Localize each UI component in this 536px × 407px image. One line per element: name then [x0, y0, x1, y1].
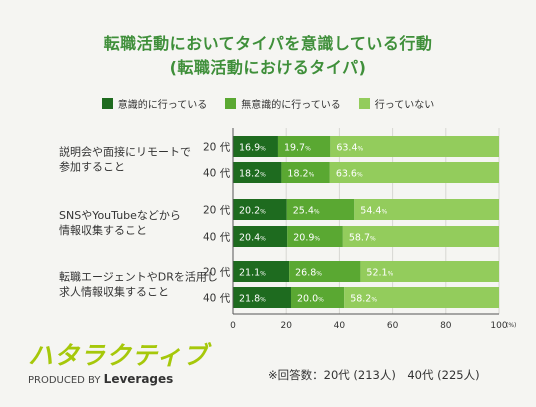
group-label: 40 代 [203, 232, 231, 244]
legend-swatch-conscious [101, 98, 113, 109]
bar-segment [233, 199, 287, 220]
legend: 意識的に行っている 無意識的に行っている 行っていない [0, 96, 536, 111]
legend-swatch-not-doing [358, 98, 370, 109]
bar-value-label: 20.2% [239, 206, 266, 217]
x-tick-label: 60 [387, 321, 399, 331]
legend-label-unconscious: 無意識的に行っている [241, 100, 341, 111]
legend-label-not-doing: 行っていない [374, 100, 435, 111]
bar-value-label: 21.8% [239, 294, 266, 305]
bar-value-label: 58.7% [349, 233, 376, 244]
bar-segment [233, 226, 288, 247]
bar-segment [330, 136, 499, 157]
bar-segment [344, 287, 499, 308]
logo-produced-by: PRODUCED BY Leverages [28, 372, 209, 386]
category-label: 説明会や面接にリモートで [59, 145, 191, 159]
category-label: 転職エージェントやDRを活用し [59, 271, 218, 284]
bar-segment [233, 136, 278, 157]
bar-segment [290, 287, 345, 308]
bar-value-label: 16.9% [239, 143, 266, 154]
legend-swatch-unconscious [225, 98, 237, 109]
x-tick-label: 100 [490, 321, 507, 331]
bar-segment [342, 226, 499, 247]
leverages-text: Leverages [103, 372, 174, 386]
produced-by-text: PRODUCED BY [28, 375, 101, 386]
legend-label-conscious: 意識的に行っている [117, 100, 208, 111]
bar-value-label: 26.8% [295, 268, 322, 279]
bar-value-label: 54.4% [360, 206, 387, 217]
bar-segment [329, 162, 499, 183]
bar-segment [354, 199, 499, 220]
group-label: 20 代 [203, 142, 231, 154]
bar-value-label: 25.4% [293, 206, 320, 217]
bar-segment [286, 199, 355, 220]
bar-value-label: 58.2% [350, 294, 377, 305]
bar-segment [360, 261, 499, 282]
bar-segment [281, 162, 330, 183]
bar-segment [277, 136, 331, 157]
category-label: 求人情報収集すること [59, 285, 169, 299]
category-label: SNSやYouTubeなどから [59, 209, 181, 222]
bar-segment [289, 261, 361, 282]
logo-wordmark: ハタラクティブ [28, 341, 209, 370]
legend-item-unconscious: 無意識的に行っている [225, 96, 341, 111]
bar-value-label: 18.2% [239, 169, 266, 180]
bar-value-label: 63.6% [336, 169, 363, 180]
response-count-note: ※回答数：20代 (213人) 40代 (225人) [268, 368, 480, 382]
bar-segment [233, 287, 291, 308]
x-tick-label: 80 [440, 321, 452, 331]
bar-value-label: 20.0% [297, 294, 324, 305]
bar-segment [233, 162, 282, 183]
legend-item-not-doing: 行っていない [358, 96, 435, 111]
bar-value-label: 19.7% [284, 143, 311, 154]
bar-value-label: 18.2% [287, 169, 314, 180]
x-tick-label: 40 [334, 321, 346, 331]
group-label: 40 代 [203, 293, 231, 305]
chart-subtitle: (転職活動におけるタイパ) [169, 58, 367, 77]
x-tick-label: 20 [280, 321, 292, 331]
category-label: 情報収集すること [59, 223, 147, 237]
x-axis-unit: (%) [506, 322, 516, 329]
category-label: 参加すること [59, 160, 125, 174]
chart-title: 転職活動においてタイパを意識している行動 [103, 34, 433, 53]
x-tick-label: 0 [230, 321, 236, 331]
bar-value-label: 20.9% [293, 233, 320, 244]
group-label: 40 代 [203, 168, 231, 180]
group-label: 20 代 [203, 267, 231, 279]
group-label: 20 代 [203, 205, 231, 217]
bar-segment [287, 226, 343, 247]
legend-item-conscious: 意識的に行っている [101, 96, 208, 111]
bar-value-label: 52.1% [366, 268, 393, 279]
bar-value-label: 21.1% [239, 268, 266, 279]
hataractive-logo: ハタラクティブ PRODUCED BY Leverages [28, 336, 209, 386]
bar-value-label: 20.4% [239, 233, 266, 244]
bar-value-label: 63.4% [336, 143, 363, 154]
bar-segment [233, 261, 290, 282]
